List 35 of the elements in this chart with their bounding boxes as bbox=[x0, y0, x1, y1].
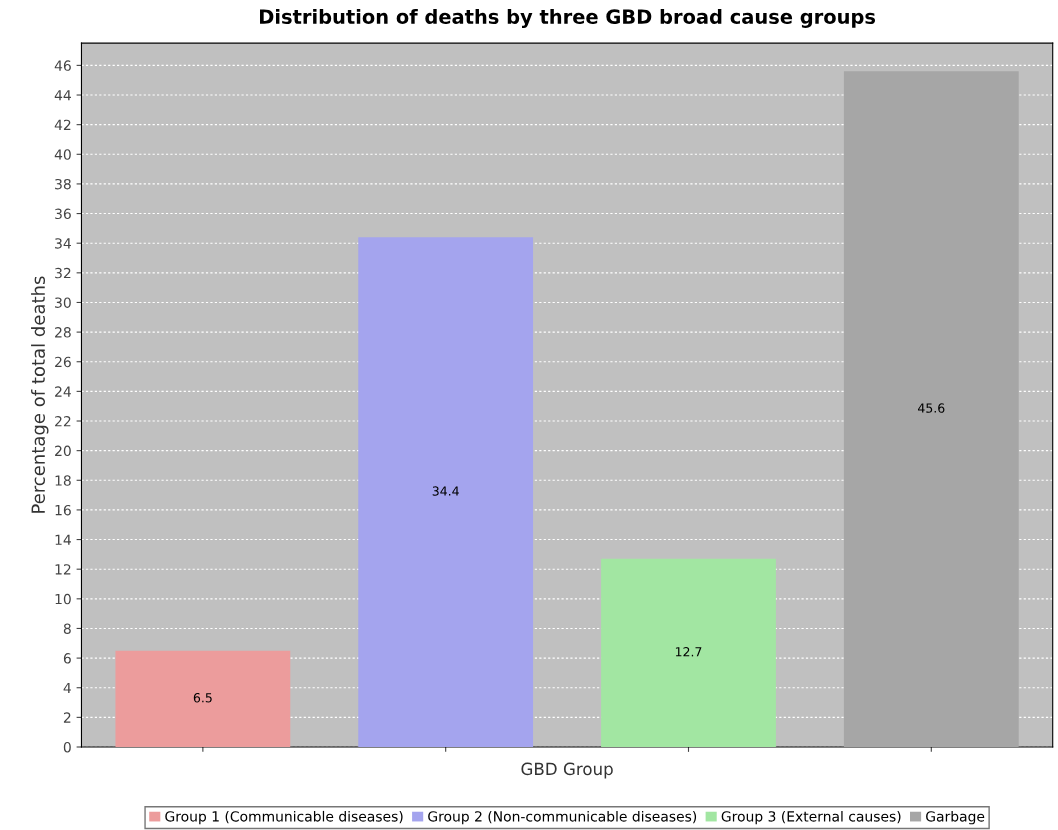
y-tick-label: 4 bbox=[63, 682, 71, 694]
y-tick-label: 20 bbox=[55, 445, 71, 457]
y-tick-label: 36 bbox=[55, 208, 71, 220]
y-tick-label: 40 bbox=[54, 149, 71, 160]
data-label: 34.4 bbox=[432, 486, 459, 496]
y-tick-label: 26 bbox=[55, 356, 71, 368]
data-label: 45.6 bbox=[918, 403, 945, 413]
y-tick-label: 2 bbox=[63, 712, 71, 723]
y-axis-title: Percentage of total deaths bbox=[31, 276, 49, 513]
y-tick-label: 16 bbox=[55, 504, 71, 516]
y-tick-label: 0 bbox=[63, 741, 71, 753]
y-tick-label: 46 bbox=[54, 60, 71, 71]
y-tick-label: 22 bbox=[55, 415, 71, 427]
y-tick-label: 44 bbox=[54, 90, 71, 101]
y-tick-label: 24 bbox=[55, 386, 71, 397]
y-tick-label: 42 bbox=[54, 119, 71, 130]
y-tick-label: 34 bbox=[55, 238, 71, 249]
y-tick-label: 18 bbox=[55, 475, 71, 486]
legend-label: Group 2 (Non-communicable diseases) bbox=[428, 810, 697, 825]
data-label: 12.7 bbox=[675, 647, 702, 657]
y-tick-label: 12 bbox=[55, 564, 71, 575]
x-axis-title: GBD Group bbox=[521, 762, 613, 779]
legend-label: Group 1 (Communicable diseases) bbox=[165, 810, 403, 825]
y-tick-label: 28 bbox=[55, 327, 71, 338]
y-tick-label: 30 bbox=[55, 297, 71, 308]
y-tick-label: 8 bbox=[63, 623, 71, 634]
y-tick-label: 10 bbox=[55, 593, 71, 605]
y-tick-label: 32 bbox=[55, 267, 71, 279]
y-tick-label: 14 bbox=[55, 534, 71, 545]
y-tick-label: 38 bbox=[55, 178, 71, 190]
legend-label: Garbage bbox=[926, 810, 985, 825]
legend-label: Group 3 (External causes) bbox=[721, 810, 901, 825]
chart-title: Distribution of deaths by three GBD broad cause groups bbox=[260, 8, 876, 28]
data-label: 6.5 bbox=[193, 693, 212, 703]
y-tick-label: 6 bbox=[63, 653, 71, 664]
